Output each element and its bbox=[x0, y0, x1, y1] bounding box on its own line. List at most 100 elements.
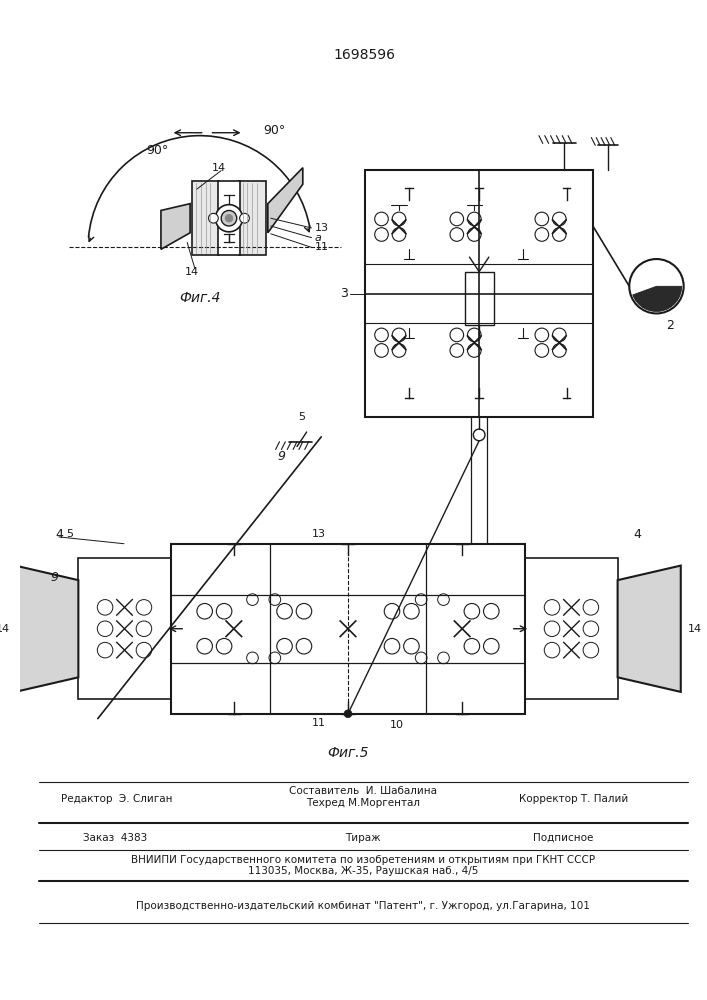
Bar bbox=[525, 558, 618, 699]
Circle shape bbox=[344, 710, 352, 718]
Text: 4: 4 bbox=[633, 528, 641, 541]
Polygon shape bbox=[618, 566, 681, 692]
Circle shape bbox=[247, 594, 258, 605]
Bar bbox=[218, 181, 240, 255]
Circle shape bbox=[240, 213, 250, 223]
Text: ВНИИПИ Государственного комитета по изобретениям и открытиям при ГКНТ СССР: ВНИИПИ Государственного комитета по изоб… bbox=[131, 855, 595, 865]
Circle shape bbox=[225, 214, 233, 222]
Circle shape bbox=[296, 638, 312, 654]
Circle shape bbox=[438, 652, 450, 664]
Text: Подписное: Подписное bbox=[533, 833, 593, 843]
Polygon shape bbox=[15, 566, 78, 692]
Text: a: a bbox=[315, 233, 322, 243]
Circle shape bbox=[450, 344, 464, 357]
Text: 9: 9 bbox=[50, 571, 58, 584]
Circle shape bbox=[269, 594, 281, 605]
Circle shape bbox=[404, 603, 419, 619]
Text: 13: 13 bbox=[312, 529, 326, 539]
Text: 5: 5 bbox=[66, 529, 74, 539]
Circle shape bbox=[415, 652, 427, 664]
Circle shape bbox=[467, 328, 481, 342]
Circle shape bbox=[221, 210, 237, 226]
Circle shape bbox=[375, 328, 388, 342]
Circle shape bbox=[464, 603, 479, 619]
Circle shape bbox=[384, 638, 399, 654]
Bar bbox=[365, 170, 593, 417]
Text: Тираж: Тираж bbox=[345, 833, 381, 843]
Circle shape bbox=[450, 212, 464, 226]
Circle shape bbox=[583, 621, 599, 637]
Circle shape bbox=[98, 600, 113, 615]
Text: 14: 14 bbox=[0, 624, 11, 634]
Circle shape bbox=[392, 328, 406, 342]
Circle shape bbox=[535, 228, 549, 241]
Text: 14: 14 bbox=[212, 163, 226, 173]
Circle shape bbox=[473, 429, 485, 441]
Circle shape bbox=[136, 621, 152, 637]
Circle shape bbox=[467, 212, 481, 226]
Circle shape bbox=[404, 638, 419, 654]
Text: 11: 11 bbox=[315, 242, 329, 252]
Circle shape bbox=[552, 328, 566, 342]
Text: 113035, Москва, Ж-35, Раушская наб., 4/5: 113035, Москва, Ж-35, Раушская наб., 4/5 bbox=[248, 866, 478, 876]
Text: 1698596: 1698596 bbox=[333, 48, 395, 62]
Circle shape bbox=[583, 642, 599, 658]
Circle shape bbox=[629, 259, 684, 313]
Circle shape bbox=[484, 603, 499, 619]
Circle shape bbox=[269, 652, 281, 664]
Circle shape bbox=[392, 344, 406, 357]
Bar bbox=[170, 544, 525, 714]
Circle shape bbox=[276, 603, 292, 619]
Circle shape bbox=[467, 228, 481, 241]
Bar bbox=[78, 558, 170, 699]
Text: Фиг.5: Фиг.5 bbox=[327, 746, 369, 760]
Circle shape bbox=[136, 642, 152, 658]
Circle shape bbox=[216, 205, 243, 232]
Circle shape bbox=[583, 600, 599, 615]
Text: 5: 5 bbox=[298, 412, 305, 422]
Circle shape bbox=[544, 621, 560, 637]
Text: 10: 10 bbox=[390, 720, 404, 730]
Circle shape bbox=[415, 594, 427, 605]
Bar bbox=[464, 272, 493, 325]
Circle shape bbox=[535, 212, 549, 226]
Text: Производственно-издательский комбинат "Патент", г. Ужгород, ул.Гагарина, 101: Производственно-издательский комбинат "П… bbox=[136, 901, 590, 911]
Circle shape bbox=[276, 638, 292, 654]
Text: 13: 13 bbox=[315, 223, 329, 233]
Circle shape bbox=[98, 642, 113, 658]
Circle shape bbox=[136, 600, 152, 615]
Circle shape bbox=[197, 603, 212, 619]
Circle shape bbox=[247, 652, 258, 664]
Text: Техред М.Моргентал: Техред М.Моргентал bbox=[306, 798, 420, 808]
Circle shape bbox=[467, 344, 481, 357]
Circle shape bbox=[552, 228, 566, 241]
Circle shape bbox=[438, 594, 450, 605]
Circle shape bbox=[375, 344, 388, 357]
Circle shape bbox=[209, 213, 218, 223]
Text: 2: 2 bbox=[666, 319, 674, 332]
Circle shape bbox=[216, 638, 232, 654]
Polygon shape bbox=[268, 168, 303, 233]
Text: 11: 11 bbox=[312, 718, 326, 728]
Text: Корректор Т. Палий: Корректор Т. Палий bbox=[519, 794, 629, 804]
Text: Фиг.4: Фиг.4 bbox=[179, 291, 221, 305]
Text: Заказ  4383: Заказ 4383 bbox=[83, 833, 148, 843]
Circle shape bbox=[484, 638, 499, 654]
Polygon shape bbox=[161, 204, 190, 249]
Circle shape bbox=[296, 603, 312, 619]
Circle shape bbox=[464, 638, 479, 654]
Circle shape bbox=[544, 600, 560, 615]
Circle shape bbox=[392, 212, 406, 226]
Text: 3: 3 bbox=[339, 287, 348, 300]
Circle shape bbox=[450, 328, 464, 342]
Circle shape bbox=[375, 228, 388, 241]
Wedge shape bbox=[633, 286, 682, 312]
Text: 14: 14 bbox=[185, 267, 199, 277]
Circle shape bbox=[535, 328, 549, 342]
Text: 90°: 90° bbox=[263, 124, 285, 137]
Circle shape bbox=[392, 228, 406, 241]
Text: Составитель  И. Шабалина: Составитель И. Шабалина bbox=[289, 786, 437, 796]
Text: 4: 4 bbox=[55, 528, 63, 541]
Circle shape bbox=[544, 642, 560, 658]
Circle shape bbox=[375, 212, 388, 226]
